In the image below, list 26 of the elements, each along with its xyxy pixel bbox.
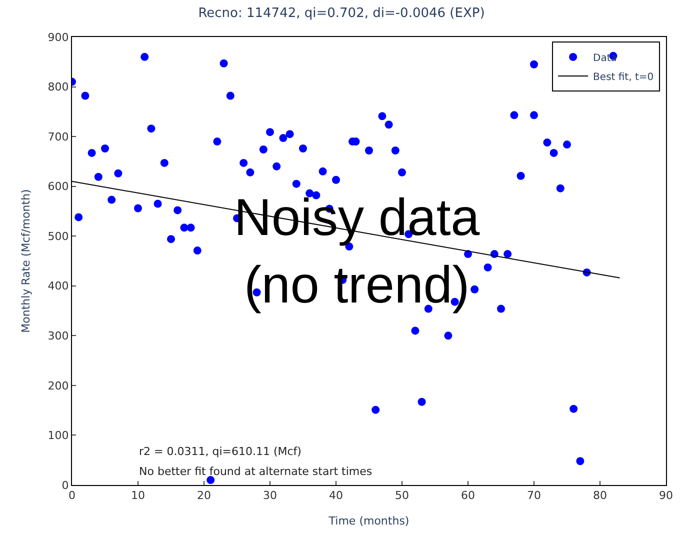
- y-tick-label: 500: [48, 230, 69, 243]
- x-tick-label: 80: [593, 489, 607, 502]
- x-tick-label: 10: [131, 489, 145, 502]
- y-tick-label: 200: [48, 379, 69, 392]
- y-tick-label: 900: [48, 30, 69, 44]
- x-tick-label: 60: [461, 489, 475, 502]
- x-tick-label: 40: [329, 489, 343, 502]
- x-tick-label: 90: [659, 489, 673, 502]
- y-tick-label: 400: [48, 280, 69, 293]
- y-tick-label: 800: [48, 80, 69, 94]
- chart-title: Recno: 114742, qi=0.702, di=-0.0046 (EXP): [198, 6, 485, 22]
- y-tick-label: 700: [48, 130, 69, 144]
- annotation: r2 = 0.0311, qi=610.11 (Mcf): [139, 445, 302, 458]
- x-tick-label: 20: [197, 489, 211, 502]
- x-tick-label: 70: [527, 489, 541, 502]
- annotation: No better fit found at alternate start times: [139, 465, 372, 478]
- x-tick-label: 30: [263, 489, 277, 502]
- y-axis-title: Monthly Rate (Mcf/month): [19, 189, 32, 333]
- y-tick-label: 300: [48, 330, 69, 343]
- x-tick-label: 50: [395, 489, 409, 502]
- y-tick-label: 600: [48, 180, 69, 194]
- legend-label: Best fit, t=0: [593, 72, 654, 83]
- y-tick-label: 0: [62, 478, 69, 492]
- y-tick-label: 100: [48, 429, 69, 442]
- x-axis-title: Time (months): [328, 514, 410, 528]
- legend-label: Data: [593, 52, 617, 64]
